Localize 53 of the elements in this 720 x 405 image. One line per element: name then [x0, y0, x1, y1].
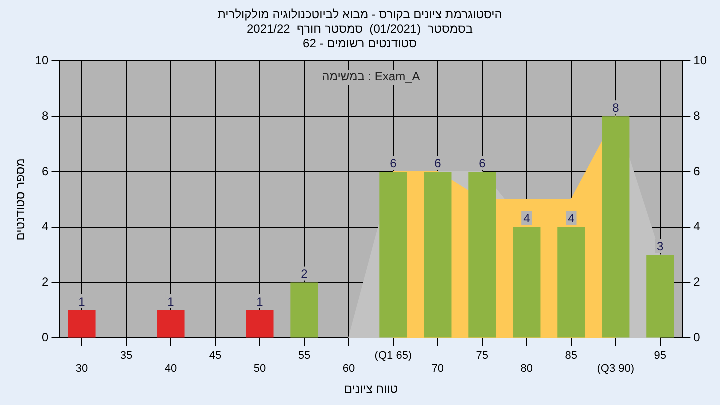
- data-label: 1: [168, 294, 175, 309]
- y-tick-label: 8: [42, 108, 50, 123]
- data-label: 1: [78, 294, 86, 309]
- bar: [380, 172, 408, 338]
- chart-title: היסטוגרמת ציונים בקורס - מבוא לביוטכנולוגיה מולקולרית: [218, 8, 502, 22]
- bar: [646, 255, 674, 338]
- y2-tick-label: 4: [694, 220, 701, 234]
- bar: [290, 282, 318, 338]
- data-label: 3: [657, 239, 664, 254]
- y-tick-label: 2: [42, 275, 50, 290]
- bar: [424, 172, 452, 338]
- y2-tick-label: 8: [694, 108, 701, 123]
- x-tick-label: 40: [164, 363, 178, 376]
- x-tick-label: 30: [76, 363, 88, 376]
- x-tick-label: 95: [654, 350, 667, 362]
- y2-tick-label: 2: [694, 275, 701, 290]
- data-label: 6: [434, 156, 442, 170]
- bar: [157, 310, 185, 338]
- y-tick-label: 6: [42, 164, 50, 178]
- data-label: 2: [301, 267, 308, 282]
- annotation: במשימה : Exam_A: [322, 70, 420, 84]
- bar: [468, 172, 496, 338]
- bar: [558, 227, 586, 338]
- y-tick-label: 0: [42, 330, 50, 345]
- bar: [602, 116, 630, 338]
- data-label: 8: [612, 100, 620, 115]
- x-axis-title: טווח ציונים: [344, 382, 398, 396]
- data-label: 4: [568, 212, 576, 226]
- data-label: 6: [479, 156, 486, 170]
- x-tick-label: 35: [120, 350, 133, 362]
- data-label: 6: [390, 156, 398, 170]
- y-tick-label: 4: [42, 220, 50, 234]
- bar: [68, 310, 96, 338]
- x-tick-label: 70: [432, 363, 444, 376]
- y2-tick-label: 0: [694, 330, 701, 345]
- x-tick-label: (Q1 65): [374, 350, 412, 362]
- y-axis-title: מספר סטודנטים: [14, 158, 28, 241]
- y-tick-label: 10: [35, 54, 50, 68]
- x-tick-label: 55: [298, 350, 311, 362]
- y2-tick-label: 6: [694, 164, 701, 178]
- x-tick-label: 80: [520, 363, 534, 376]
- chart-subtitle: בסמסטר (01/2021) סמסטר חורף 2021/22 סטודנטים רשומים - 62: [246, 22, 474, 50]
- data-label: 1: [256, 294, 264, 309]
- x-tick-label: 85: [565, 350, 578, 362]
- x-tick-label: (Q3 90): [597, 363, 635, 376]
- x-tick-label: 45: [209, 350, 222, 362]
- x-tick-label: 75: [476, 350, 489, 362]
- x-tick-label: 60: [342, 363, 356, 376]
- data-label: 4: [524, 212, 531, 226]
- y2-tick-label: 10: [694, 54, 708, 68]
- bar: [513, 227, 541, 338]
- bar: [246, 310, 274, 338]
- x-tick-label: 50: [254, 363, 266, 376]
